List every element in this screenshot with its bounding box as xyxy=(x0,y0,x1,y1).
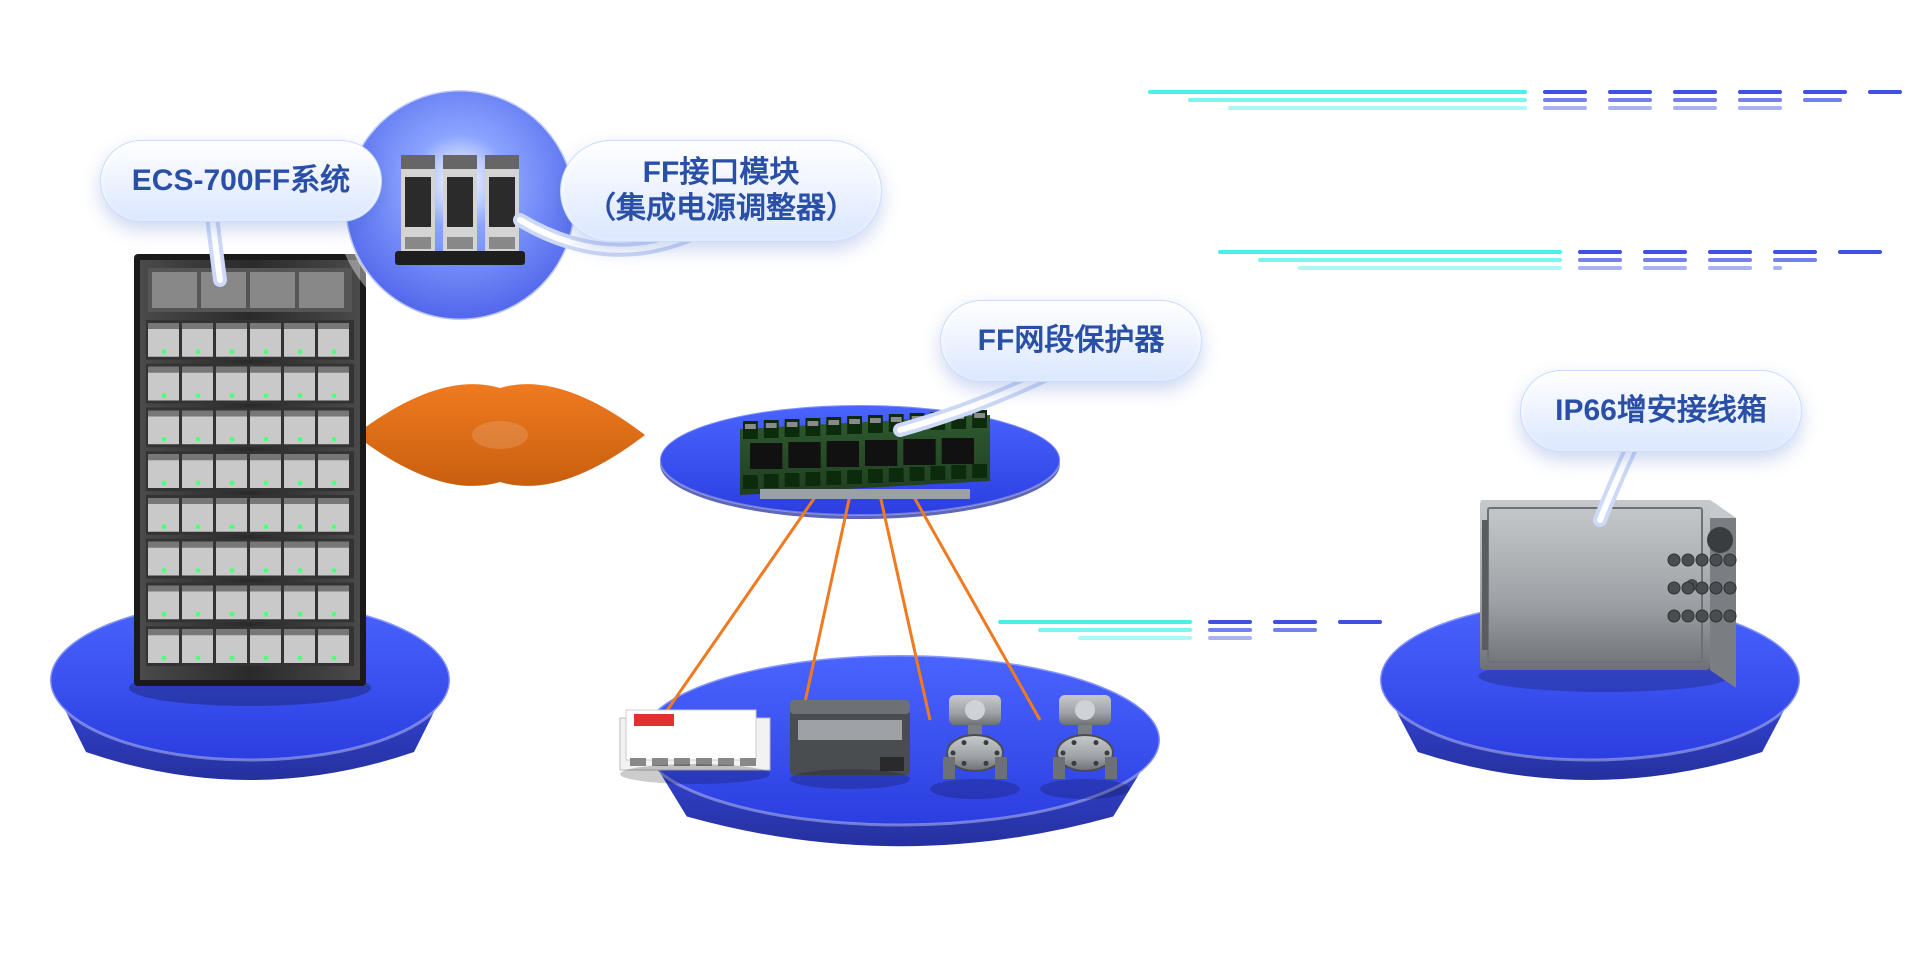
motion-streak xyxy=(1150,92,1900,108)
diagram-stage: ECS-700FF系统 FF接口模块 （集成电源调整器） FF网段保护器 IP66增安… xyxy=(0,0,1920,960)
field-device xyxy=(790,700,910,789)
motion-streak xyxy=(1000,622,1380,638)
junction-box xyxy=(1479,500,1737,692)
label-pill-ip66: IP66增安接线箱 xyxy=(1520,370,1802,452)
label-pill-ffmod: FF接口模块 （集成电源调整器） xyxy=(560,140,882,242)
motion-streak xyxy=(1220,252,1900,268)
orange-burst xyxy=(355,384,645,486)
rack-cabinet xyxy=(129,254,371,706)
label-pill-ecs: ECS-700FF系统 xyxy=(100,140,382,222)
label-pill-ffseg: FF网段保护器 xyxy=(940,300,1202,382)
field-device xyxy=(620,710,770,784)
